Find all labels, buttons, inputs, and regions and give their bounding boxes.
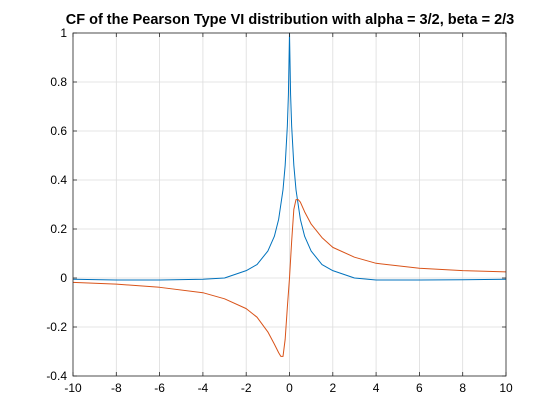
x-tick-label: 8 — [459, 381, 466, 395]
y-tick-label: 0.2 — [50, 222, 67, 236]
x-tick-label: -6 — [154, 381, 165, 395]
y-tick-label: 0.8 — [50, 75, 67, 89]
y-tick-label: 1 — [60, 26, 67, 40]
y-tick-label: -0.2 — [46, 320, 67, 334]
ticks: -10 -8 -6 -4 -2 0 2 4 6 8 10 -0.4 -0.2 0 0.2 0.4 0.6 0.8 1 — [46, 26, 513, 395]
x-tick-label: -8 — [111, 381, 122, 395]
x-tick-label: -10 — [64, 381, 82, 395]
series-line-2 — [72, 199, 507, 357]
x-tick-label: 6 — [416, 381, 423, 395]
y-tick-label: 0.4 — [50, 173, 67, 187]
y-tick-label: 0.6 — [50, 124, 67, 138]
x-tick-label: 10 — [499, 381, 513, 395]
x-tick-label: 4 — [373, 381, 380, 395]
x-tick-label: -4 — [198, 381, 209, 395]
x-tick-label: -2 — [241, 381, 252, 395]
chart-title: CF of the Pearson Type VI distribution w… — [66, 12, 515, 28]
y-tick-label: 0 — [60, 271, 67, 285]
x-tick-label: 2 — [329, 381, 336, 395]
y-tick-label: -0.4 — [46, 369, 67, 383]
x-tick-label: 0 — [286, 381, 293, 395]
